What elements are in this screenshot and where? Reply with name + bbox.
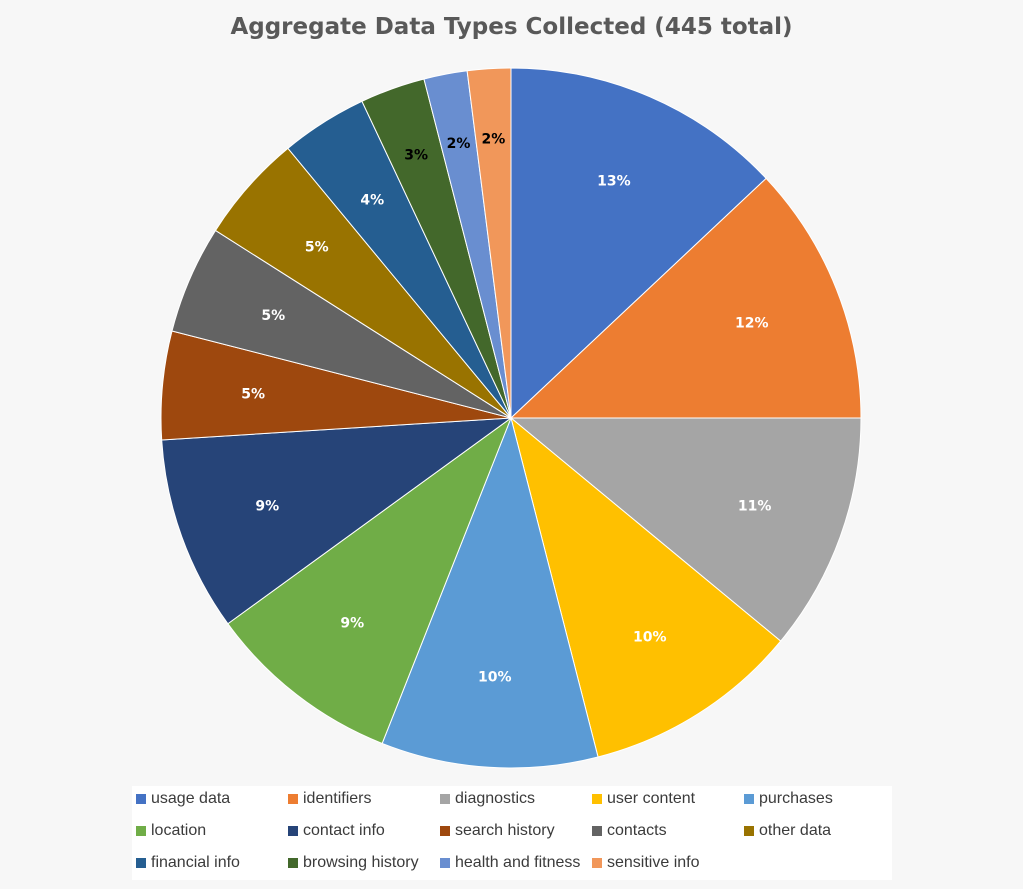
pie-slice-location (227, 416, 513, 745)
legend-label: other data (759, 822, 832, 839)
legend-swatch (744, 794, 754, 804)
slice-label-diagnostics: 11% (738, 499, 772, 515)
legend-swatch (136, 858, 146, 868)
pie-slice-sensitive-info (466, 67, 512, 419)
legend-label: financial info (151, 854, 240, 871)
slice-label-financial-info: 4% (360, 192, 384, 208)
pie-slice-diagnostics (509, 417, 862, 642)
legend-label: contact info (303, 822, 385, 839)
legend-item-identifiers: identifiers (288, 788, 371, 810)
legend-label: identifiers (303, 790, 372, 807)
slice-label-contact-info: 9% (255, 499, 279, 515)
pie-slice-user-content (510, 416, 782, 758)
legend-item-user-content: user content (592, 788, 695, 810)
legend-label: location (151, 822, 207, 839)
legend-swatch (592, 858, 602, 868)
legend-swatch (136, 826, 146, 836)
legend-label: purchases (759, 790, 833, 807)
legend-item-contact-info: contact info (288, 820, 385, 842)
slice-label-user-content: 10% (633, 630, 667, 646)
legend-label: health and fitness (455, 854, 581, 871)
legend-swatch (592, 826, 602, 836)
legend-label: search history (455, 822, 555, 839)
legend-item-financial-info: financial info (136, 852, 240, 874)
legend-swatch (136, 794, 146, 804)
legend-item-browsing-history: browsing history (288, 852, 419, 874)
legend-item-health-and-fitness: health and fitness (440, 852, 580, 874)
legend-swatch (288, 858, 298, 868)
legend-label: browsing history (303, 854, 419, 871)
slice-label-sensitive-info: 2% (482, 132, 506, 148)
slice-label-other-data: 5% (305, 240, 329, 256)
legend-swatch (440, 826, 450, 836)
slice-label-contacts: 5% (261, 308, 285, 324)
pie-slice-purchases (381, 416, 599, 769)
slice-label-search-history: 5% (241, 387, 265, 403)
legend-item-other-data: other data (744, 820, 831, 842)
legend-swatch (744, 826, 754, 836)
legend-label: usage data (151, 790, 231, 807)
slice-label-browsing-history: 3% (404, 148, 428, 164)
slice-label-identifiers: 12% (735, 316, 769, 332)
pie-slice-usage-data (510, 67, 767, 420)
legend-item-diagnostics: diagnostics (440, 788, 535, 810)
legend-label: diagnostics (455, 790, 536, 807)
pie-slice-identifiers (509, 177, 862, 419)
slice-label-location: 9% (340, 616, 364, 632)
pie-slice-contact-info (161, 417, 513, 625)
legend-label: contacts (607, 822, 667, 839)
slice-label-usage-data: 13% (597, 173, 631, 189)
chart-legend: usage data identifiers diagnostics user con… (132, 786, 892, 880)
legend-item-contacts: contacts (592, 820, 667, 842)
legend-item-purchases: purchases (744, 788, 833, 810)
slice-label-health-and-fitness: 2% (447, 136, 471, 152)
pie-chart: 13% 12% 11% 10% 10% 9% 9% 5% 5% 5% 4% 3% 2% 2% (160, 67, 862, 769)
chart-title: Aggregate Data Types Collected (445 tota… (230, 14, 793, 40)
legend-swatch (440, 858, 450, 868)
legend-swatch (592, 794, 602, 804)
legend-swatch (440, 794, 450, 804)
slice-label-purchases: 10% (478, 669, 512, 685)
legend-label: sensitive info (607, 854, 700, 871)
legend-item-usage-data: usage data (136, 788, 230, 810)
legend-item-search-history: search history (440, 820, 555, 842)
legend-item-location: location (136, 820, 206, 842)
legend-swatch (288, 826, 298, 836)
legend-swatch (288, 794, 298, 804)
legend-item-sensitive-info: sensitive info (592, 852, 700, 874)
legend-label: user content (607, 790, 696, 807)
